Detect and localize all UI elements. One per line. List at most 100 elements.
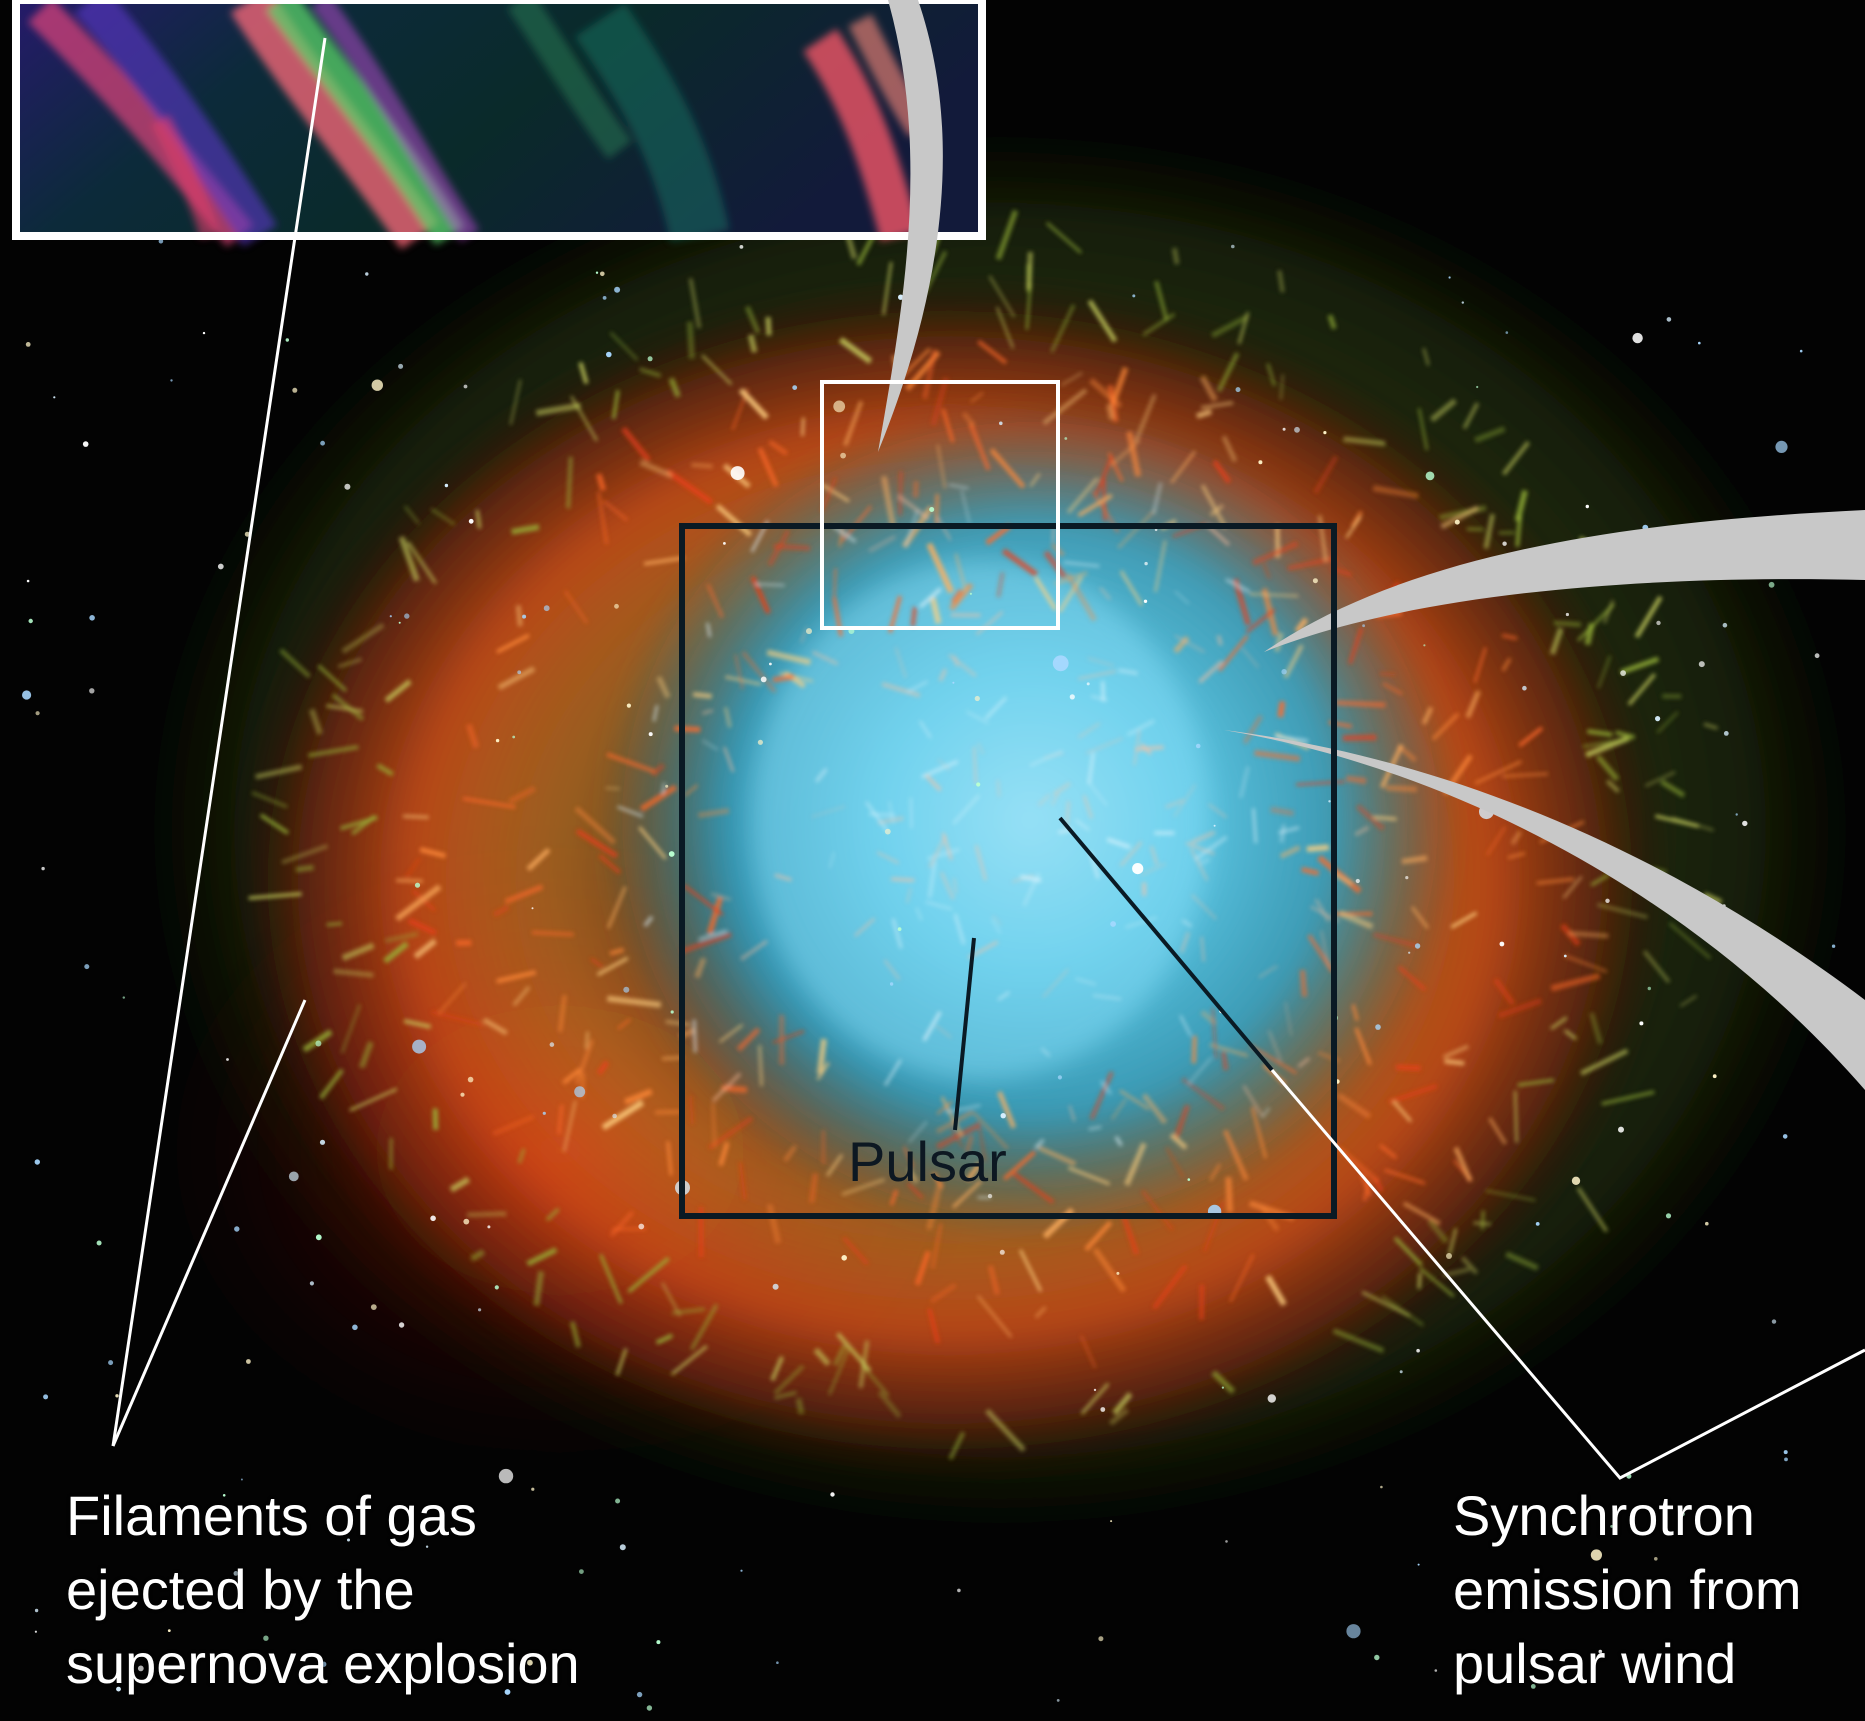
star: [1722, 622, 1728, 628]
star: [53, 396, 56, 399]
star: [1598, 1649, 1603, 1654]
nebula-filament: [1106, 403, 1116, 420]
nebula-filament: [1580, 1048, 1629, 1076]
star: [35, 711, 40, 716]
nebula-filament: [1126, 719, 1155, 737]
nebula-filament: [1088, 377, 1123, 409]
nebula-filament: [1301, 866, 1320, 876]
nebula-filament: [694, 957, 707, 979]
star: [648, 732, 653, 737]
star: [137, 1665, 144, 1672]
nebula-filament: [718, 1141, 730, 1166]
pulsar-label: Pulsar: [848, 1130, 1007, 1193]
nebula-filament: [711, 1072, 742, 1103]
nebula-filament: [569, 1321, 581, 1348]
star: [263, 1635, 269, 1641]
star: [1666, 317, 1672, 322]
nebula-filament: [945, 1104, 981, 1113]
nebula-filament: [469, 1249, 486, 1262]
star: [600, 271, 605, 277]
nebula-filament: [808, 1173, 819, 1204]
nebula-filament: [931, 1223, 943, 1269]
nebula-filament: [606, 995, 662, 1008]
nebula-filament: [1087, 781, 1108, 807]
star: [158, 238, 164, 244]
nebula-filament: [750, 576, 771, 614]
nebula-filament: [883, 959, 901, 981]
nebula-filament: [1119, 570, 1144, 607]
star: [522, 614, 527, 619]
star: [1535, 1222, 1540, 1226]
nebula-filament: [1101, 681, 1105, 702]
star: [202, 331, 206, 335]
nebula-filament: [984, 696, 1008, 720]
star: [444, 483, 449, 488]
nebula-filament: [1277, 701, 1286, 718]
nebula-filament: [1619, 656, 1660, 675]
nebula-filament: [319, 1068, 344, 1100]
nebula-filament: [938, 668, 948, 682]
nebula-filament: [927, 847, 961, 861]
star: [1093, 1388, 1097, 1392]
nebula-filament: [813, 1347, 831, 1367]
nebula-filament: [902, 1145, 915, 1168]
nebula-filament: [671, 1307, 706, 1315]
nebula-filament: [597, 491, 609, 545]
star: [739, 245, 744, 249]
nebula-filament: [1225, 1176, 1233, 1213]
star: [1267, 1394, 1277, 1403]
star: [512, 735, 516, 739]
nebula-filament: [974, 844, 987, 881]
nebula-filament: [1229, 1253, 1255, 1303]
star: [656, 1640, 661, 1645]
nebula-filament: [612, 390, 620, 420]
star: [579, 1569, 584, 1574]
nebula-filament: [1410, 906, 1429, 930]
star: [1110, 921, 1116, 927]
nebula-filament: [724, 675, 762, 686]
star: [647, 356, 653, 362]
nebula-filament: [665, 1019, 691, 1027]
nebula-filament: [985, 1408, 1026, 1452]
star: [170, 379, 173, 382]
nebula-filament: [1165, 1146, 1185, 1178]
nebula-filament: [1550, 972, 1601, 992]
nebula-filament: [773, 543, 811, 551]
nebula-filament: [897, 470, 903, 516]
nebula-core-bright: [750, 560, 1210, 1080]
nebula-filament: [936, 1100, 954, 1115]
nebula-filament: [990, 918, 1002, 935]
star: [614, 286, 621, 293]
nebula-filament: [1347, 627, 1364, 665]
nebula-filament: [960, 490, 971, 524]
nebula-filament: [413, 938, 438, 959]
star: [1605, 898, 1610, 903]
nebula-filament: [706, 896, 724, 935]
nebula-filament: [996, 1090, 1017, 1129]
nebula-filament: [876, 851, 900, 864]
nebula-filament: [1034, 1138, 1045, 1150]
nebula-filament: [652, 705, 659, 722]
nebula-filament: [977, 742, 985, 755]
nebula-filament: [609, 947, 625, 956]
star: [1522, 685, 1527, 691]
nebula-filament: [1313, 455, 1339, 494]
star: [602, 296, 607, 300]
star: [167, 1629, 171, 1632]
nebula-filament: [701, 354, 733, 386]
star: [82, 441, 89, 447]
nebula-filament: [995, 306, 1015, 349]
nebula-filament: [308, 745, 359, 758]
nebula-filament: [466, 1211, 507, 1218]
nebula-filament: [952, 878, 958, 894]
nebula-filament: [774, 873, 792, 882]
star: [1499, 941, 1505, 947]
star: [1742, 820, 1748, 827]
filaments-label-line-1: Filaments of gas: [66, 1484, 477, 1547]
star: [952, 681, 955, 684]
nebula-filament: [884, 1058, 902, 1087]
nebula-filament: [341, 622, 385, 654]
star: [527, 1659, 533, 1666]
nebula-filament: [1217, 634, 1249, 672]
nebula-filament: [1627, 672, 1657, 706]
